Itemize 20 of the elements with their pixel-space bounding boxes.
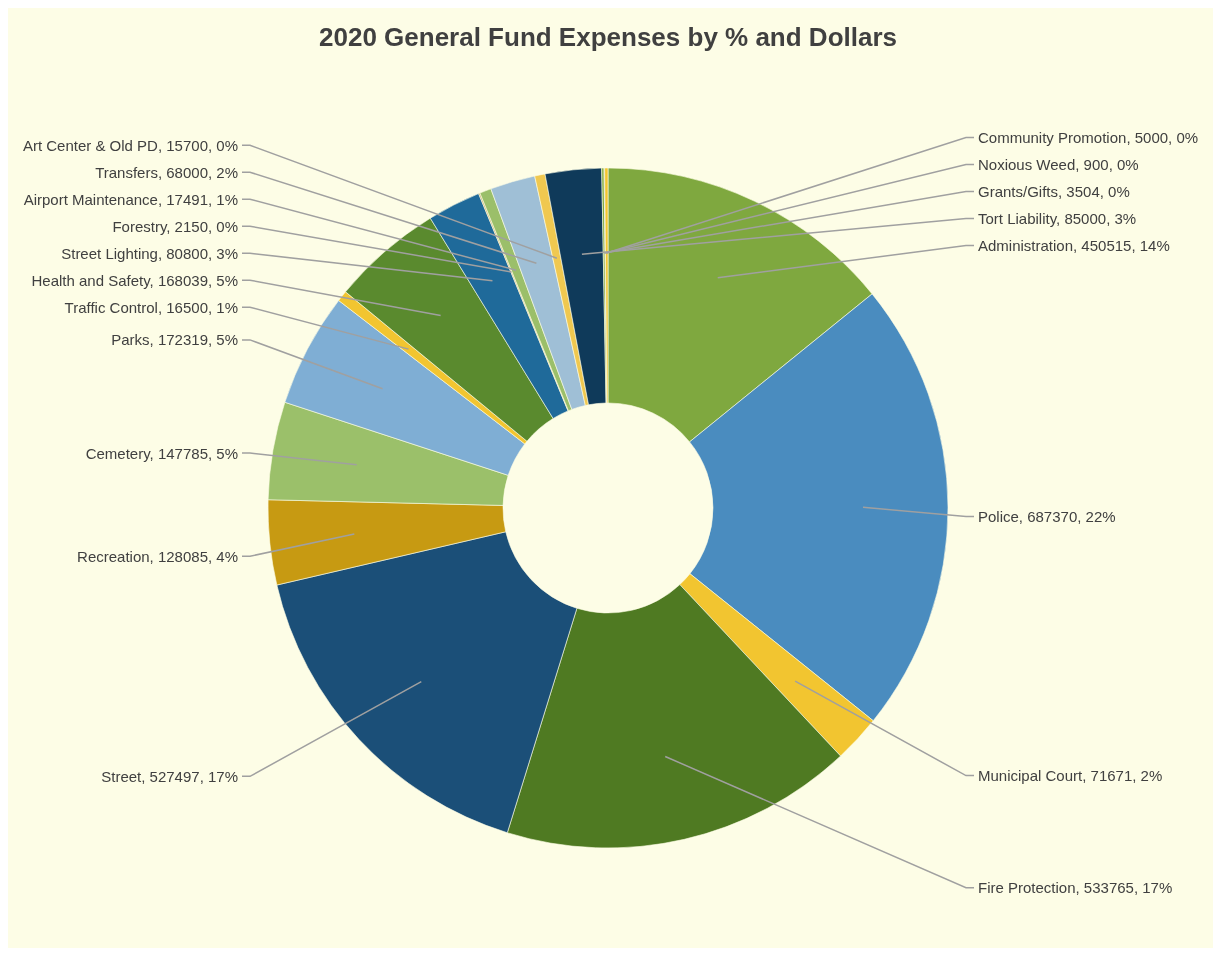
slice-label: Parks, 172319, 5% xyxy=(111,331,238,349)
slice-label: Recreation, 128085, 4% xyxy=(77,547,238,565)
slice-label: Transfers, 68000, 2% xyxy=(95,163,238,181)
chart-title: 2020 General Fund Expenses by % and Dollars xyxy=(319,22,897,52)
slice-label: Police, 687370, 22% xyxy=(978,508,1116,526)
slice-label: Traffic Control, 16500, 1% xyxy=(64,298,238,316)
slice-label: Municipal Court, 71671, 2% xyxy=(978,767,1163,785)
slice-label: Fire Protection, 533765, 17% xyxy=(978,879,1173,897)
slice-label: Street, 527497, 17% xyxy=(101,767,238,785)
slice-label: Airport Maintenance, 17491, 1% xyxy=(23,190,238,208)
slice-label: Community Promotion, 5000, 0% xyxy=(978,129,1199,146)
slice-label: Grants/Gifts, 3504, 0% xyxy=(978,183,1130,200)
slice-label: Noxious Weed, 900, 0% xyxy=(978,156,1139,173)
slice-label: Forestry, 2150, 0% xyxy=(112,217,238,235)
slice-label: Cemetery, 147785, 5% xyxy=(85,444,238,462)
slice-label: Health and Safety, 168039, 5% xyxy=(31,271,238,289)
slice-label: Tort Liability, 85000, 3% xyxy=(978,210,1137,227)
slice-label: Art Center & Old PD, 15700, 0% xyxy=(22,136,238,154)
slice-label: Street Lighting, 80800, 3% xyxy=(61,244,238,262)
slice-label: Administration, 450515, 14% xyxy=(978,237,1170,254)
